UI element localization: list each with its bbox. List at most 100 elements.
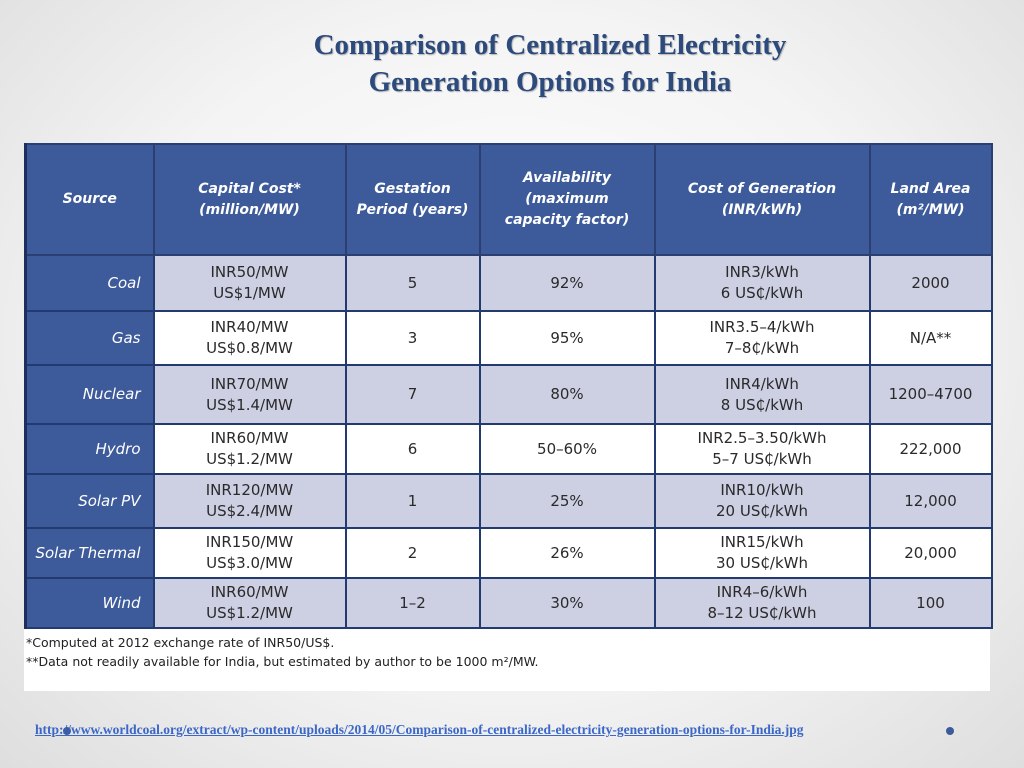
cell-line: INR120/MW (205, 481, 294, 499)
cell-line: INR60/MW (210, 583, 289, 601)
footnotes: *Computed at 2012 exchange rate of INR50… (24, 629, 990, 671)
comparison-table-image: Source Capital Cost* (million/MW) Gestation… (24, 143, 993, 691)
cell-line: INR3.5–4/kWh (709, 318, 815, 336)
column-header-line: (million/MW) (199, 201, 300, 218)
cell-line: INR15/kWh (720, 533, 804, 551)
gestation-cell: 1 (344, 473, 481, 529)
cell-line: INR10/kWh (720, 481, 804, 499)
availability-cell: 50–60% (478, 423, 656, 475)
table-row: Solar PV INR120/MW US$2.4/MW 1 25% INR10/kWh 2… (24, 473, 993, 529)
availability-cell: 80% (478, 364, 656, 425)
capital-cost-cell: INR150/MW US$3.0/MW (152, 527, 347, 579)
cell-line: US$1.2/MW (206, 604, 293, 622)
cell-line: US$3.0/MW (206, 554, 293, 572)
cell-line: INR40/MW (210, 318, 289, 336)
bullet-dot-icon (946, 727, 954, 735)
source-cell: Gas (24, 310, 155, 366)
column-header-line: Capital Cost* (198, 180, 301, 197)
capital-cost-cell: INR70/MW US$1.4/MW (152, 364, 347, 425)
cost-of-generation-cell: INR15/kWh 30 US₵/kWh (653, 527, 871, 579)
cell-line: INR70/MW (210, 374, 289, 393)
cell-line: US$1.4/MW (206, 395, 293, 414)
cell-line: 5–7 US₵/kWh (712, 450, 812, 468)
title-line-1: Comparison of Centralized Electricity (313, 29, 787, 61)
table-row: Wind INR60/MW US$1.2/MW 1–2 30% INR4–6/kWh 8–1… (24, 577, 993, 629)
comparison-table: Source Capital Cost* (million/MW) Gestation… (24, 143, 993, 629)
availability-cell: 25% (478, 473, 656, 529)
column-header-line: Land Area (890, 180, 971, 197)
source-cell: Solar PV (24, 473, 155, 529)
column-header-line: Cost of Generation (687, 180, 837, 197)
cell-line: INR60/MW (210, 429, 289, 447)
land-area-cell: 1200–4700 (868, 364, 993, 425)
gestation-cell: 1–2 (344, 577, 481, 629)
column-header-line: (INR/kWh) (721, 201, 803, 218)
cell-line: INR3/kWh (725, 263, 799, 281)
source-cell: Solar Thermal (24, 527, 155, 579)
availability-cell: 26% (478, 527, 656, 579)
cell-line: 8 US₵/kWh (720, 395, 804, 414)
footnote-land-area: **Data not readily available for India, … (26, 654, 539, 669)
cell-line: 8–12 US₵/kWh (707, 604, 817, 622)
cost-of-generation-cell: INR4–6/kWh 8–12 US₵/kWh (653, 577, 871, 629)
table-row: Hydro INR60/MW US$1.2/MW 6 50–60% INR2.5–3.50… (24, 423, 993, 475)
column-header: Land Area (m²/MW) (868, 143, 993, 256)
table-body: Coal INR50/MW US$1/MW 5 92% INR3/kWh 6 US₵/kWh… (24, 254, 993, 629)
column-header: Gestation Period (years) (344, 143, 481, 256)
slide-title: Comparison of Centralized Electricity Ge… (200, 27, 900, 101)
cell-line: 30 US₵/kWh (716, 554, 808, 572)
cell-line: US$2.4/MW (206, 502, 293, 520)
cost-of-generation-cell: INR2.5–3.50/kWh 5–7 US₵/kWh (653, 423, 871, 475)
source-cell: Hydro (24, 423, 155, 475)
source-link[interactable]: http://www.worldcoal.org/extract/wp-cont… (35, 722, 804, 737)
land-area-cell: N/A** (868, 310, 993, 366)
availability-cell: 95% (478, 310, 656, 366)
cell-line: INR4–6/kWh (716, 583, 808, 601)
source-cell: Wind (24, 577, 155, 629)
source-cell: Coal (24, 254, 155, 312)
column-header-line: (m²/MW) (896, 201, 965, 218)
land-area-cell: 2000 (868, 254, 993, 312)
gestation-cell: 6 (344, 423, 481, 475)
column-header-line: Gestation (374, 180, 451, 197)
capital-cost-cell: INR120/MW US$2.4/MW (152, 473, 347, 529)
capital-cost-cell: INR50/MW US$1/MW (152, 254, 347, 312)
cell-line: 6 US₵/kWh (720, 284, 804, 302)
table-row: Solar Thermal INR150/MW US$3.0/MW 2 26% INR15… (24, 527, 993, 579)
bullet-dot-icon (63, 727, 71, 735)
capital-cost-cell: INR60/MW US$1.2/MW (152, 577, 347, 629)
table-row: Gas INR40/MW US$0.8/MW 3 95% INR3.5–4/kWh 7–8₵… (24, 310, 993, 366)
table-row: Nuclear INR70/MW US$1.4/MW 7 80% INR4/kWh 8 US… (24, 364, 993, 425)
land-area-cell: 12,000 (868, 473, 993, 529)
gestation-cell: 7 (344, 364, 481, 425)
capital-cost-cell: INR60/MW US$1.2/MW (152, 423, 347, 475)
cost-of-generation-cell: INR3/kWh 6 US₵/kWh (653, 254, 871, 312)
source-cell: Nuclear (24, 364, 155, 425)
title-line-2: Generation Options for India (368, 66, 732, 98)
availability-cell: 92% (478, 254, 656, 312)
cell-line: 20 US₵/kWh (716, 502, 808, 520)
capital-cost-cell: INR40/MW US$0.8/MW (152, 310, 347, 366)
gestation-cell: 3 (344, 310, 481, 366)
footnote-exchange-rate: *Computed at 2012 exchange rate of INR50… (26, 635, 335, 650)
gestation-cell: 5 (344, 254, 481, 312)
cell-line: US$1.2/MW (206, 450, 293, 468)
availability-cell: 30% (478, 577, 656, 629)
table-row: Coal INR50/MW US$1/MW 5 92% INR3/kWh 6 US₵/kWh… (24, 254, 993, 312)
cost-of-generation-cell: INR10/kWh 20 US₵/kWh (653, 473, 871, 529)
column-header-line: Source (62, 191, 117, 207)
cell-line: INR150/MW (205, 533, 294, 551)
cell-line: 7–8₵/kWh (724, 339, 800, 357)
column-header: Source (24, 143, 155, 256)
column-header-line: capacity factor) (504, 212, 630, 228)
cell-line: INR4/kWh (725, 374, 799, 393)
column-header-line: Period (years) (356, 201, 469, 218)
cell-line: INR50/MW (210, 263, 289, 281)
column-header: Capital Cost* (million/MW) (152, 143, 347, 256)
column-header-line: (maximum (525, 191, 609, 207)
gestation-cell: 2 (344, 527, 481, 579)
cost-of-generation-cell: INR3.5–4/kWh 7–8₵/kWh (653, 310, 871, 366)
land-area-cell: 222,000 (868, 423, 993, 475)
table-header-row: Source Capital Cost* (million/MW) Gestation… (24, 143, 993, 256)
land-area-cell: 100 (868, 577, 993, 629)
